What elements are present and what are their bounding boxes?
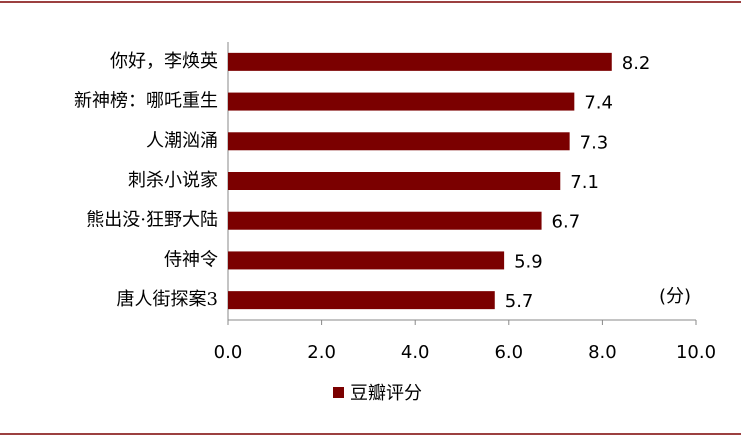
y-tick-label: 人潮汹涌 [146, 130, 218, 151]
x-tick-label: 4.0 [401, 342, 430, 363]
y-tick-label: 唐人街探案3 [117, 289, 218, 310]
bar [228, 211, 542, 230]
x-tick-label: 6.0 [494, 342, 523, 363]
value-label: 6.7 [552, 212, 581, 233]
y-tick-label: 侍神令 [164, 249, 218, 270]
y-tick-label: 新神榜：哪吒重生 [74, 91, 218, 112]
x-tick-label: 2.0 [307, 342, 336, 363]
bar [228, 92, 575, 111]
value-label: 8.2 [622, 53, 651, 74]
bar [228, 251, 505, 270]
bar [228, 52, 612, 71]
x-tick-label: 0.0 [214, 342, 243, 363]
bar [228, 132, 570, 151]
value-label: 7.4 [584, 93, 613, 114]
value-label: 7.3 [580, 132, 609, 153]
value-label: 7.1 [570, 172, 599, 193]
x-tick-label: 8.0 [588, 342, 617, 363]
legend-label: 豆瓣评分 [350, 383, 422, 404]
value-label: 5.7 [505, 291, 534, 312]
y-tick-label: 熊出没·狂野大陆 [86, 210, 218, 231]
y-tick-label: 你好，李焕英 [110, 51, 218, 72]
unit-annotation: (分) [659, 286, 691, 307]
x-tick-label: 10.0 [676, 342, 716, 363]
value-label: 5.9 [514, 251, 543, 272]
bar [228, 291, 495, 310]
bar [228, 172, 561, 190]
legend-swatch [333, 387, 344, 398]
y-tick-label: 刺杀小说家 [128, 170, 218, 191]
